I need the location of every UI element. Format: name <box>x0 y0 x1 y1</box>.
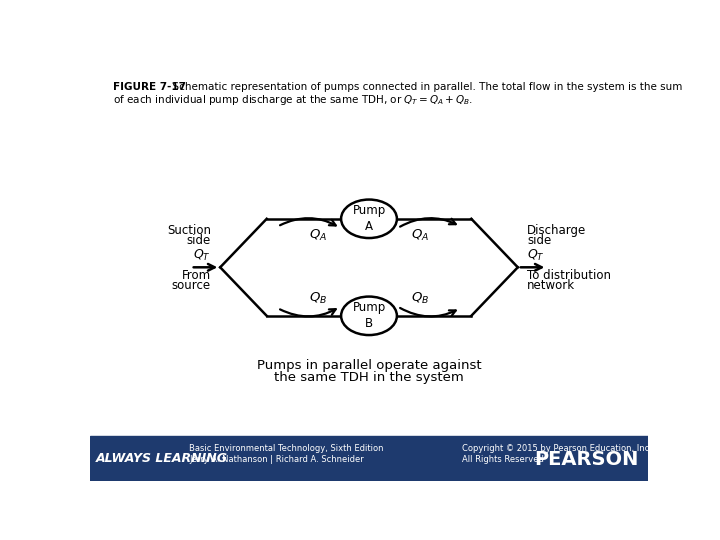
Text: $Q_T$: $Q_T$ <box>193 248 211 264</box>
Text: Schematic representation of pumps connected in parallel. The total flow in the s: Schematic representation of pumps connec… <box>166 82 683 92</box>
Text: $Q_B$: $Q_B$ <box>411 292 429 306</box>
Text: network: network <box>527 279 575 292</box>
Text: Basic Environmental Technology, Sixth Edition: Basic Environmental Technology, Sixth Ed… <box>189 444 384 453</box>
Text: PEARSON: PEARSON <box>534 450 639 469</box>
Text: $Q_A$: $Q_A$ <box>411 228 429 244</box>
Text: $Q_A$: $Q_A$ <box>309 228 327 244</box>
Text: side: side <box>186 234 211 247</box>
Text: $Q_T$: $Q_T$ <box>527 248 545 264</box>
Text: Discharge: Discharge <box>527 224 586 237</box>
Text: To distribution: To distribution <box>527 268 611 281</box>
Text: Copyright © 2015 by Pearson Education, Inc.: Copyright © 2015 by Pearson Education, I… <box>462 444 652 453</box>
Text: Pump
B: Pump B <box>352 301 386 330</box>
Text: From: From <box>181 268 211 281</box>
Text: Pump
A: Pump A <box>352 204 386 233</box>
Text: Pumps in parallel operate against: Pumps in parallel operate against <box>257 359 481 372</box>
Text: Suction: Suction <box>167 224 211 237</box>
Bar <box>90 436 648 481</box>
Text: source: source <box>172 279 211 292</box>
Text: All Rights Reserved: All Rights Reserved <box>462 455 544 463</box>
Ellipse shape <box>341 200 397 238</box>
Text: the same TDH in the system: the same TDH in the system <box>274 371 464 384</box>
Ellipse shape <box>341 296 397 335</box>
Text: Jerry A. Nathanson | Richard A. Schneider: Jerry A. Nathanson | Richard A. Schneide… <box>189 455 364 463</box>
Text: FIGURE 7-17: FIGURE 7-17 <box>113 82 186 92</box>
Text: side: side <box>527 234 552 247</box>
Text: of each individual pump discharge at the same TDH, or $Q_T = Q_A + Q_B$.: of each individual pump discharge at the… <box>113 92 474 106</box>
Text: $Q_B$: $Q_B$ <box>309 292 327 306</box>
Text: ALWAYS LEARNING: ALWAYS LEARNING <box>96 452 228 465</box>
